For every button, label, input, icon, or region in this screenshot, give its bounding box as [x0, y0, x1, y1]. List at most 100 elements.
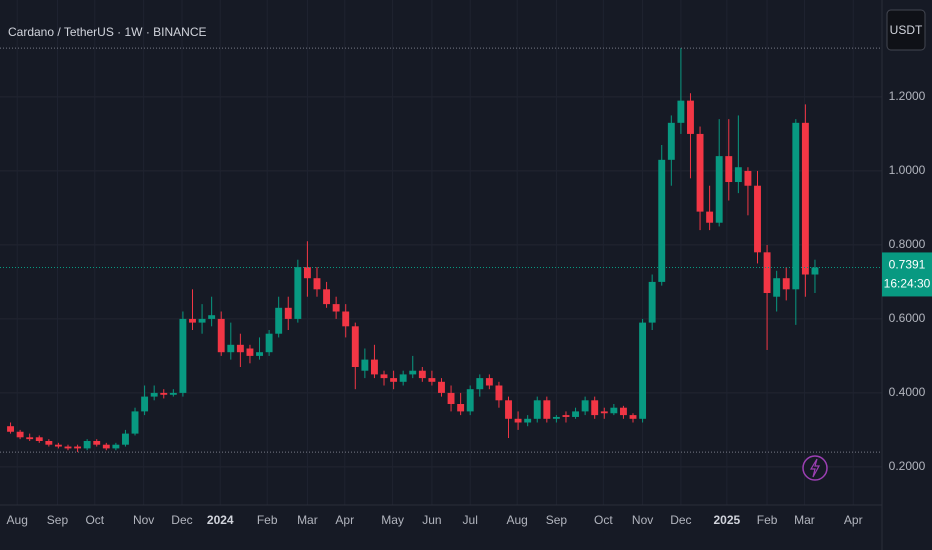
x-tick-label: May	[381, 513, 404, 527]
candle-body	[457, 404, 465, 412]
candle-body	[169, 392, 177, 395]
candle-body	[591, 400, 599, 416]
alert-bolt[interactable]	[809, 458, 821, 478]
candle-body	[303, 267, 311, 279]
candle-body	[160, 392, 168, 395]
candle-body	[35, 437, 43, 441]
candle-body	[543, 400, 551, 419]
x-tick-label: Aug	[506, 513, 527, 527]
currency-button-label[interactable]: USDT	[890, 23, 923, 37]
candle-body	[715, 156, 723, 223]
candle-body	[485, 378, 493, 386]
last-price-box	[882, 252, 932, 297]
last-price-label: 0.7391	[889, 258, 926, 272]
candle-body	[792, 122, 800, 290]
currency-button[interactable]	[886, 9, 926, 51]
candle-body	[428, 378, 436, 382]
candle-body	[64, 446, 72, 449]
x-tick-label: Nov	[632, 513, 653, 527]
y-tick-label: 0.4000	[889, 385, 926, 399]
y-tick-label: 0.8000	[889, 237, 926, 251]
candle-body	[102, 444, 110, 449]
candle-body	[801, 122, 809, 275]
candle-body	[811, 267, 819, 275]
candle-body	[93, 440, 101, 445]
candle-body	[246, 348, 254, 356]
candle-body	[141, 396, 149, 412]
candle-body	[667, 122, 675, 160]
candle-body	[754, 185, 761, 253]
candle-body	[619, 407, 627, 416]
candle-body	[7, 426, 14, 432]
candle-body	[552, 416, 560, 419]
candle-body	[629, 415, 637, 419]
alert-icon[interactable]	[802, 455, 828, 481]
candle-body	[773, 278, 781, 297]
candle-body	[275, 307, 283, 334]
candle-body	[122, 433, 129, 445]
x-tick-label: Dec	[670, 513, 691, 527]
chart-title: Cardano / TetherUS · 1W · BINANCE	[8, 25, 207, 39]
candle-body	[495, 385, 503, 401]
candle-body	[45, 440, 53, 445]
candle-body	[294, 267, 302, 319]
candle-body	[131, 411, 139, 434]
candles	[7, 48, 819, 453]
candle-body	[533, 400, 541, 419]
candle-body	[236, 344, 244, 353]
alert-circle[interactable]	[802, 455, 828, 481]
candle-body	[648, 281, 656, 323]
candle-body	[399, 374, 407, 382]
candle-body	[112, 444, 120, 449]
candle-body	[54, 444, 62, 447]
x-tick-label: Sep	[546, 513, 568, 527]
x-tick-label: Aug	[7, 513, 28, 527]
candle-body	[763, 252, 771, 294]
candle-body	[744, 170, 752, 186]
candle-body	[782, 278, 790, 290]
candle-body	[26, 437, 34, 440]
candle-body	[639, 322, 647, 419]
candle-body	[217, 318, 225, 353]
candle-body	[505, 400, 512, 419]
candle-body	[438, 381, 445, 393]
candle-body	[256, 352, 263, 356]
x-tick-label: Nov	[133, 513, 154, 527]
candle-body	[734, 167, 742, 183]
candle-body	[332, 304, 340, 312]
x-tick-label: Apr	[844, 513, 863, 527]
candle-body	[198, 318, 206, 323]
x-tick-label: Oct	[594, 513, 613, 527]
candle-body	[562, 415, 570, 417]
candle-body	[514, 418, 522, 423]
candle-body	[342, 311, 350, 327]
x-tick-label: Feb	[757, 513, 778, 527]
candle-body	[725, 156, 733, 183]
candle-body	[677, 100, 685, 123]
candle-body	[74, 446, 82, 449]
candle-body	[466, 389, 474, 412]
x-tick-label: Sep	[47, 513, 69, 527]
candle-body	[189, 318, 196, 323]
candle-body	[476, 378, 484, 390]
x-tick-label: Feb	[257, 513, 278, 527]
y-tick-label: 1.2000	[889, 89, 926, 103]
candle-body	[16, 431, 24, 438]
candle-body	[150, 392, 158, 397]
y-tick-label: 0.2000	[889, 459, 926, 473]
candle-body	[696, 133, 704, 212]
y-tick-label: 0.6000	[889, 311, 926, 325]
candle-body	[687, 100, 694, 134]
candle-body	[208, 315, 216, 319]
x-tick-label: Mar	[297, 513, 318, 527]
candle-body	[706, 211, 714, 223]
candle-body	[313, 278, 321, 290]
candle-body	[658, 159, 666, 282]
candle-body	[361, 359, 369, 371]
candle-body	[418, 370, 426, 379]
candle-body	[572, 411, 579, 417]
candle-body	[370, 359, 378, 375]
